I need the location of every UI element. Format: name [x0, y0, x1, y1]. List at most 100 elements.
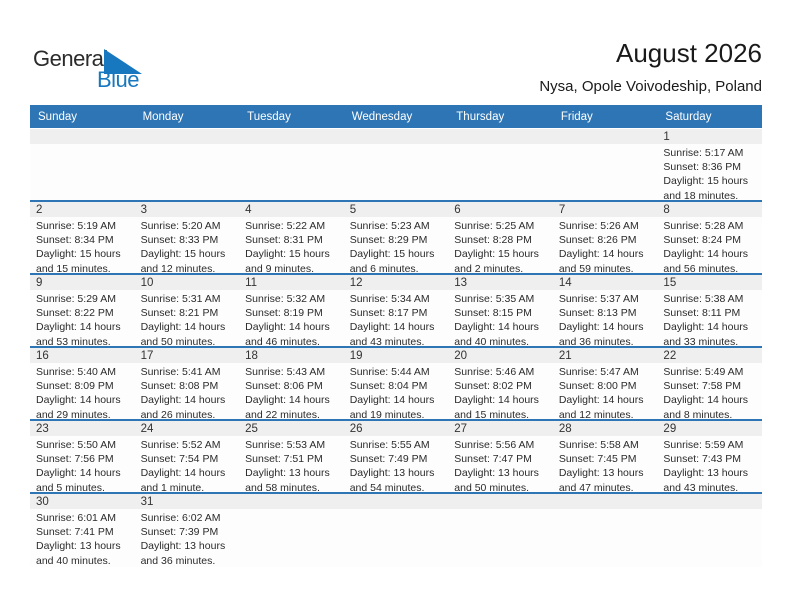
day-details: Sunrise: 5:46 AM Sunset: 8:02 PM Dayligh… — [448, 363, 553, 419]
daylight-text-line2: and 54 minutes. — [349, 481, 425, 492]
day-cell-31: 31 Sunrise: 6:02 AM Sunset: 7:39 PM Dayl… — [135, 494, 240, 567]
day-details — [344, 509, 449, 511]
daylight-text-line2: and 46 minutes. — [245, 335, 320, 346]
daylight-text-line1: Daylight: 14 hours — [454, 394, 539, 407]
sunset-text: Sunset: 8:34 PM — [36, 234, 114, 247]
day-number: 28 — [558, 422, 572, 435]
daylight-text-line2: and 6 minutes. — [349, 262, 419, 273]
day-number-band: 13 — [448, 275, 553, 290]
week-row: 30 Sunrise: 6:01 AM Sunset: 7:41 PM Dayl… — [30, 494, 762, 567]
daylight-text-line1: Daylight: 14 hours — [663, 321, 749, 334]
day-cell-29: 29 Sunrise: 5:59 AM Sunset: 7:43 PM Dayl… — [657, 421, 762, 493]
sunrise-text: Sunrise: 5:49 AM — [663, 366, 744, 378]
day-details: Sunrise: 5:50 AM Sunset: 7:56 PM Dayligh… — [30, 436, 135, 492]
sunrise-text: Sunrise: 5:37 AM — [558, 293, 639, 305]
logo-text-blue: Blue — [97, 67, 140, 92]
day-details: Sunrise: 5:28 AM Sunset: 8:24 PM Dayligh… — [657, 217, 762, 273]
sunrise-text: Sunrise: 5:55 AM — [349, 439, 430, 451]
day-number-band: 29 — [657, 421, 762, 436]
day-cell-13: 13 Sunrise: 5:35 AM Sunset: 8:15 PM Dayl… — [448, 275, 553, 347]
daylight-text-line2: and 58 minutes. — [245, 481, 320, 492]
sunrise-text: Sunrise: 5:35 AM — [454, 293, 535, 305]
weekday-header-tuesday: Tuesday — [247, 110, 291, 123]
daylight-text-line1: Daylight: 13 hours — [245, 467, 330, 480]
sunrise-text: Sunrise: 5:17 AM — [663, 147, 744, 159]
sunset-text: Sunset: 7:47 PM — [454, 453, 532, 466]
sunset-text: Sunset: 8:09 PM — [36, 380, 114, 393]
day-number: 23 — [36, 422, 49, 435]
sunset-text: Sunset: 8:00 PM — [558, 380, 637, 393]
day-details: Sunrise: 5:29 AM Sunset: 8:22 PM Dayligh… — [30, 290, 135, 346]
daylight-text-line2: and 59 minutes. — [558, 262, 634, 273]
day-number: 7 — [558, 203, 566, 216]
day-number: 31 — [140, 495, 154, 508]
day-number: 8 — [663, 203, 670, 216]
daylight-text-line1: Daylight: 15 hours — [663, 175, 749, 188]
day-number: 26 — [349, 422, 363, 435]
day-cell-27: 27 Sunrise: 5:56 AM Sunset: 7:47 PM Dayl… — [448, 421, 553, 493]
daylight-text-line2: and 1 minute. — [140, 481, 205, 492]
day-number-band: 5 — [344, 202, 449, 217]
sunrise-text: Sunrise: 5:22 AM — [245, 220, 326, 232]
day-number-band: 26 — [344, 421, 449, 436]
week-row: 16 Sunrise: 5:40 AM Sunset: 8:09 PM Dayl… — [30, 348, 762, 421]
day-number-band: 30 — [30, 494, 135, 509]
day-cell-20: 20 Sunrise: 5:46 AM Sunset: 8:02 PM Dayl… — [448, 348, 553, 420]
sunrise-text: Sunrise: 5:41 AM — [140, 366, 221, 378]
daylight-text-line2: and 2 minutes. — [454, 262, 524, 273]
sunrise-text: Sunrise: 5:31 AM — [140, 293, 221, 305]
day-details: Sunrise: 5:52 AM Sunset: 7:54 PM Dayligh… — [135, 436, 240, 492]
day-details: Sunrise: 5:47 AM Sunset: 8:00 PM Dayligh… — [553, 363, 658, 419]
day-number: 10 — [140, 276, 154, 289]
day-cell-11: 11 Sunrise: 5:32 AM Sunset: 8:19 PM Dayl… — [239, 275, 344, 347]
daylight-text-line2: and 36 minutes. — [140, 554, 216, 567]
daylight-text-line1: Daylight: 14 hours — [558, 394, 644, 407]
day-cell-16: 16 Sunrise: 5:40 AM Sunset: 8:09 PM Dayl… — [30, 348, 135, 420]
day-number-band: 20 — [448, 348, 553, 363]
day-number: 2 — [36, 203, 43, 216]
sunset-text: Sunset: 8:33 PM — [140, 234, 219, 247]
day-number: 24 — [140, 422, 154, 435]
day-number-band — [239, 494, 344, 509]
daylight-text-line1: Daylight: 14 hours — [558, 248, 644, 261]
daylight-text-line2: and 9 minutes. — [245, 262, 315, 273]
day-details — [448, 509, 553, 511]
daylight-text-line1: Daylight: 14 hours — [36, 467, 121, 480]
daylight-text-line1: Daylight: 14 hours — [36, 394, 121, 407]
day-details: Sunrise: 5:44 AM Sunset: 8:04 PM Dayligh… — [344, 363, 449, 419]
daylight-text-line2: and 50 minutes. — [454, 481, 529, 492]
daylight-text-line1: Daylight: 14 hours — [349, 394, 435, 407]
day-number-band: 6 — [448, 202, 553, 217]
day-number: 19 — [349, 349, 363, 362]
sunrise-text: Sunrise: 5:29 AM — [36, 293, 116, 305]
day-details: Sunrise: 5:26 AM Sunset: 8:26 PM Dayligh… — [553, 217, 658, 273]
sunset-text: Sunset: 8:08 PM — [140, 380, 219, 393]
sunrise-text: Sunrise: 5:50 AM — [36, 439, 116, 451]
day-number-band: 21 — [553, 348, 658, 363]
day-number: 14 — [558, 276, 572, 289]
day-cell-24: 24 Sunrise: 5:52 AM Sunset: 7:54 PM Dayl… — [135, 421, 240, 493]
sunrise-text: Sunrise: 5:43 AM — [245, 366, 326, 378]
sunset-text: Sunset: 8:31 PM — [245, 234, 323, 247]
daylight-text-line2: and 5 minutes. — [36, 481, 105, 492]
day-number-band: 10 — [135, 275, 240, 290]
day-details: Sunrise: 5:31 AM Sunset: 8:21 PM Dayligh… — [135, 290, 240, 346]
sunset-text: Sunset: 7:45 PM — [558, 453, 637, 466]
day-number-band: 17 — [135, 348, 240, 363]
day-cell-9: 9 Sunrise: 5:29 AM Sunset: 8:22 PM Dayli… — [30, 275, 135, 347]
sunset-text: Sunset: 7:43 PM — [663, 453, 742, 466]
daylight-text-line2: and 15 minutes. — [454, 408, 529, 419]
page-subtitle: Nysa, Opole Voivodeship, Poland — [539, 78, 762, 95]
day-number: 5 — [349, 203, 357, 216]
day-details: Sunrise: 6:02 AM Sunset: 7:39 PM Dayligh… — [135, 509, 240, 567]
day-cell-8: 8 Sunrise: 5:28 AM Sunset: 8:24 PM Dayli… — [657, 202, 762, 274]
day-details: Sunrise: 5:56 AM Sunset: 7:47 PM Dayligh… — [448, 436, 553, 492]
day-cell-25: 25 Sunrise: 5:53 AM Sunset: 7:51 PM Dayl… — [239, 421, 344, 493]
day-cell-empty — [553, 494, 658, 567]
calendar-weeks: 1 Sunrise: 5:17 AM Sunset: 8:36 PM Dayli… — [30, 129, 762, 567]
day-number-band: 27 — [448, 421, 553, 436]
sunset-text: Sunset: 8:28 PM — [454, 234, 532, 247]
daylight-text-line2: and 22 minutes. — [245, 408, 320, 419]
day-cell-1: 1 Sunrise: 5:17 AM Sunset: 8:36 PM Dayli… — [657, 129, 762, 201]
